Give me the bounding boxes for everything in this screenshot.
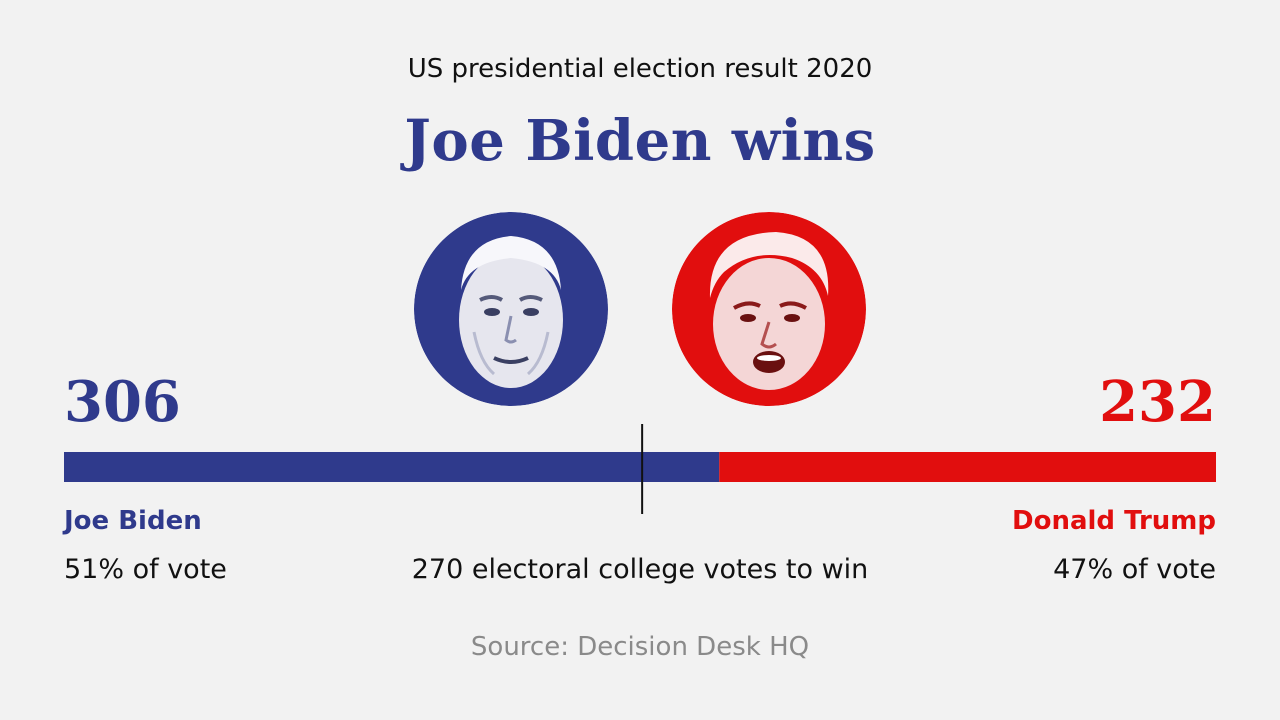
- trump-electoral-votes: 232: [1099, 369, 1216, 435]
- trump-portrait: [672, 212, 866, 406]
- bar-segment-biden: [64, 452, 720, 482]
- threshold-label: 270 electoral college votes to win: [411, 554, 869, 585]
- chart-subtitle: US presidential election result 2020: [407, 54, 873, 84]
- chart-title: Joe Biden wins: [404, 108, 876, 174]
- biden-electoral-votes: 306: [64, 369, 181, 435]
- bar-segment-trump: [719, 452, 1216, 482]
- source-note: Source: Decision Desk HQ: [470, 632, 810, 662]
- electoral-vote-bar: [64, 424, 1216, 514]
- biden-name: Joe Biden: [64, 506, 202, 536]
- biden-vote-share: 51% of vote: [64, 554, 227, 585]
- trump-vote-share: 47% of vote: [1053, 554, 1216, 585]
- biden-portrait: [414, 212, 608, 406]
- trump-name: Donald Trump: [1012, 506, 1216, 536]
